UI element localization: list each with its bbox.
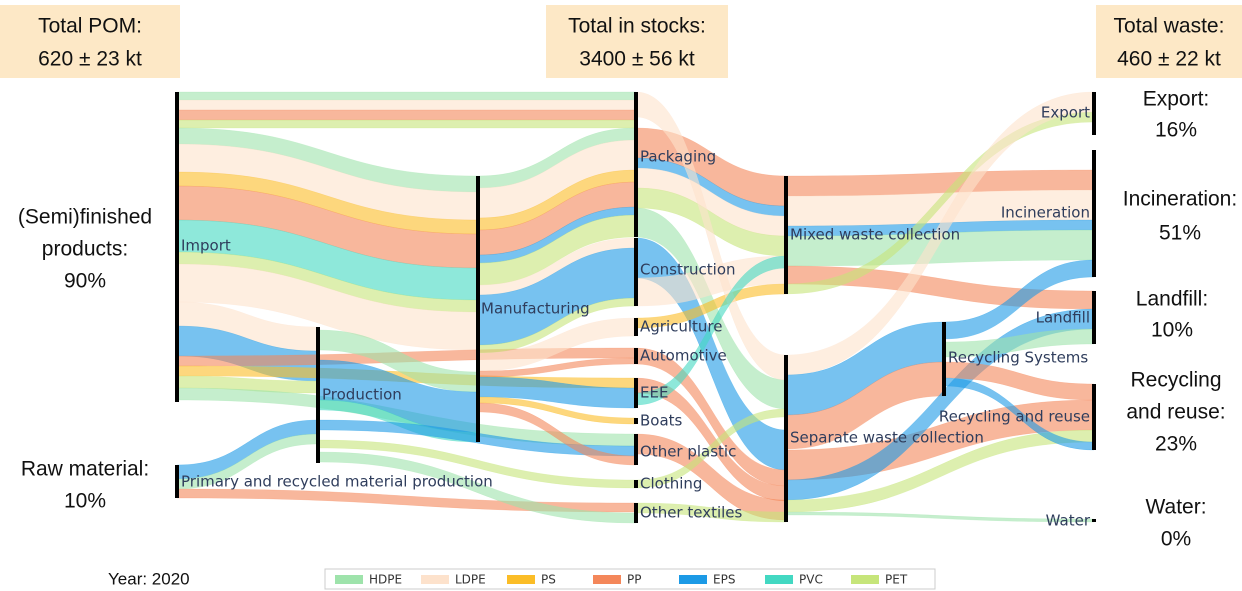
node-bar: [1092, 384, 1096, 450]
node-bar: [784, 355, 788, 522]
side-label: Water:: [1145, 496, 1206, 519]
legend-year: Year: 2020: [108, 569, 190, 588]
legend-label: HDPE: [369, 573, 402, 587]
legend-swatch: [851, 575, 879, 584]
legend-swatch: [507, 575, 535, 584]
legend-label: LDPE: [455, 573, 486, 587]
header-value: 460 ± 22 kt: [1117, 48, 1221, 71]
node-label: Separate waste collection: [790, 429, 984, 447]
side-label: Recycling: [1130, 369, 1221, 392]
flow: [176, 99, 637, 111]
node-label: Import: [181, 237, 231, 255]
node-bar: [175, 92, 179, 402]
node-bar: [1092, 291, 1096, 344]
node-label: Manufacturing: [481, 300, 590, 318]
side-label: 0%: [1161, 528, 1191, 551]
node-bar: [1092, 519, 1096, 522]
node-label: Export: [1041, 104, 1090, 122]
side-label: Landfill:: [1136, 288, 1208, 311]
side-label: (Semi)finished: [18, 206, 152, 229]
legend-label: PET: [885, 573, 908, 587]
node-label: Packaging: [640, 148, 716, 166]
node-bar: [1092, 150, 1096, 277]
legend-swatch: [765, 575, 793, 584]
node-label: Mixed waste collection: [790, 226, 960, 244]
labels: Import Primary and recycled material prod…: [0, 5, 1242, 590]
legend-swatch: [335, 575, 363, 584]
node-label: EEE: [640, 384, 668, 402]
side-label: Raw material:: [21, 458, 149, 481]
node-label: Recycling and reuse: [939, 408, 1090, 426]
header-value: 3400 ± 56 kt: [579, 48, 695, 71]
node-bar: [634, 238, 638, 306]
node-bar: [476, 176, 480, 442]
node-label: Incineration: [1001, 204, 1090, 222]
legend-label: PP: [627, 573, 641, 587]
side-label: 10%: [1151, 319, 1193, 342]
node-label: Automotive: [640, 347, 727, 365]
flow: [176, 91, 637, 101]
node-bar: [634, 348, 638, 364]
legend-label: EPS: [713, 573, 735, 587]
node-label: Water: [1046, 512, 1091, 530]
node-bar: [634, 434, 638, 465]
node-bar: [634, 92, 638, 237]
legend-swatch: [679, 575, 707, 584]
header-value: 620 ± 23 kt: [38, 48, 142, 71]
node-bar: [634, 318, 638, 336]
side-label: 23%: [1155, 433, 1197, 456]
side-label: 90%: [64, 270, 106, 293]
legend-swatch: [593, 575, 621, 584]
flows: [176, 91, 1095, 524]
node-label: Clothing: [640, 475, 702, 493]
node-label: Primary and recycled material production: [181, 473, 493, 491]
legend-label: PS: [541, 573, 556, 587]
side-label: products:: [42, 238, 128, 261]
node-label: Recycling Systems: [948, 349, 1088, 367]
header-box: [546, 5, 728, 78]
node-bar: [316, 327, 320, 463]
legend-label: PVC: [799, 573, 823, 587]
side-label: 16%: [1155, 119, 1197, 142]
node-label: Other plastic: [640, 443, 736, 461]
side-label: 10%: [64, 490, 106, 513]
node-label: Production: [322, 386, 402, 404]
node-label: Landfill: [1036, 309, 1090, 327]
side-label: Incineration:: [1123, 188, 1237, 211]
node-bar: [784, 176, 788, 294]
header-box: [0, 5, 180, 78]
node-bar: [634, 503, 638, 523]
side-label: Export:: [1143, 88, 1210, 111]
header-box: [1096, 5, 1242, 78]
header-title: Total in stocks:: [568, 15, 706, 38]
node-label: Construction: [640, 261, 736, 279]
node-bar: [175, 465, 179, 498]
flow: [176, 119, 637, 129]
node-bar: [1092, 92, 1096, 135]
header-title: Total waste:: [1114, 15, 1225, 38]
flow: [176, 109, 637, 121]
node-label: Other textiles: [640, 504, 743, 522]
node-bar: [634, 480, 638, 488]
legend-swatch: [421, 575, 449, 584]
node-bar: [634, 378, 638, 408]
node-bar: [634, 418, 638, 424]
header-title: Total POM:: [38, 15, 142, 38]
flow: [176, 419, 319, 480]
node-label: Agriculture: [640, 318, 723, 336]
side-label: 51%: [1159, 222, 1201, 245]
node-bar: [942, 322, 946, 396]
side-label: and reuse:: [1126, 401, 1225, 424]
node-label: Boats: [640, 412, 683, 430]
